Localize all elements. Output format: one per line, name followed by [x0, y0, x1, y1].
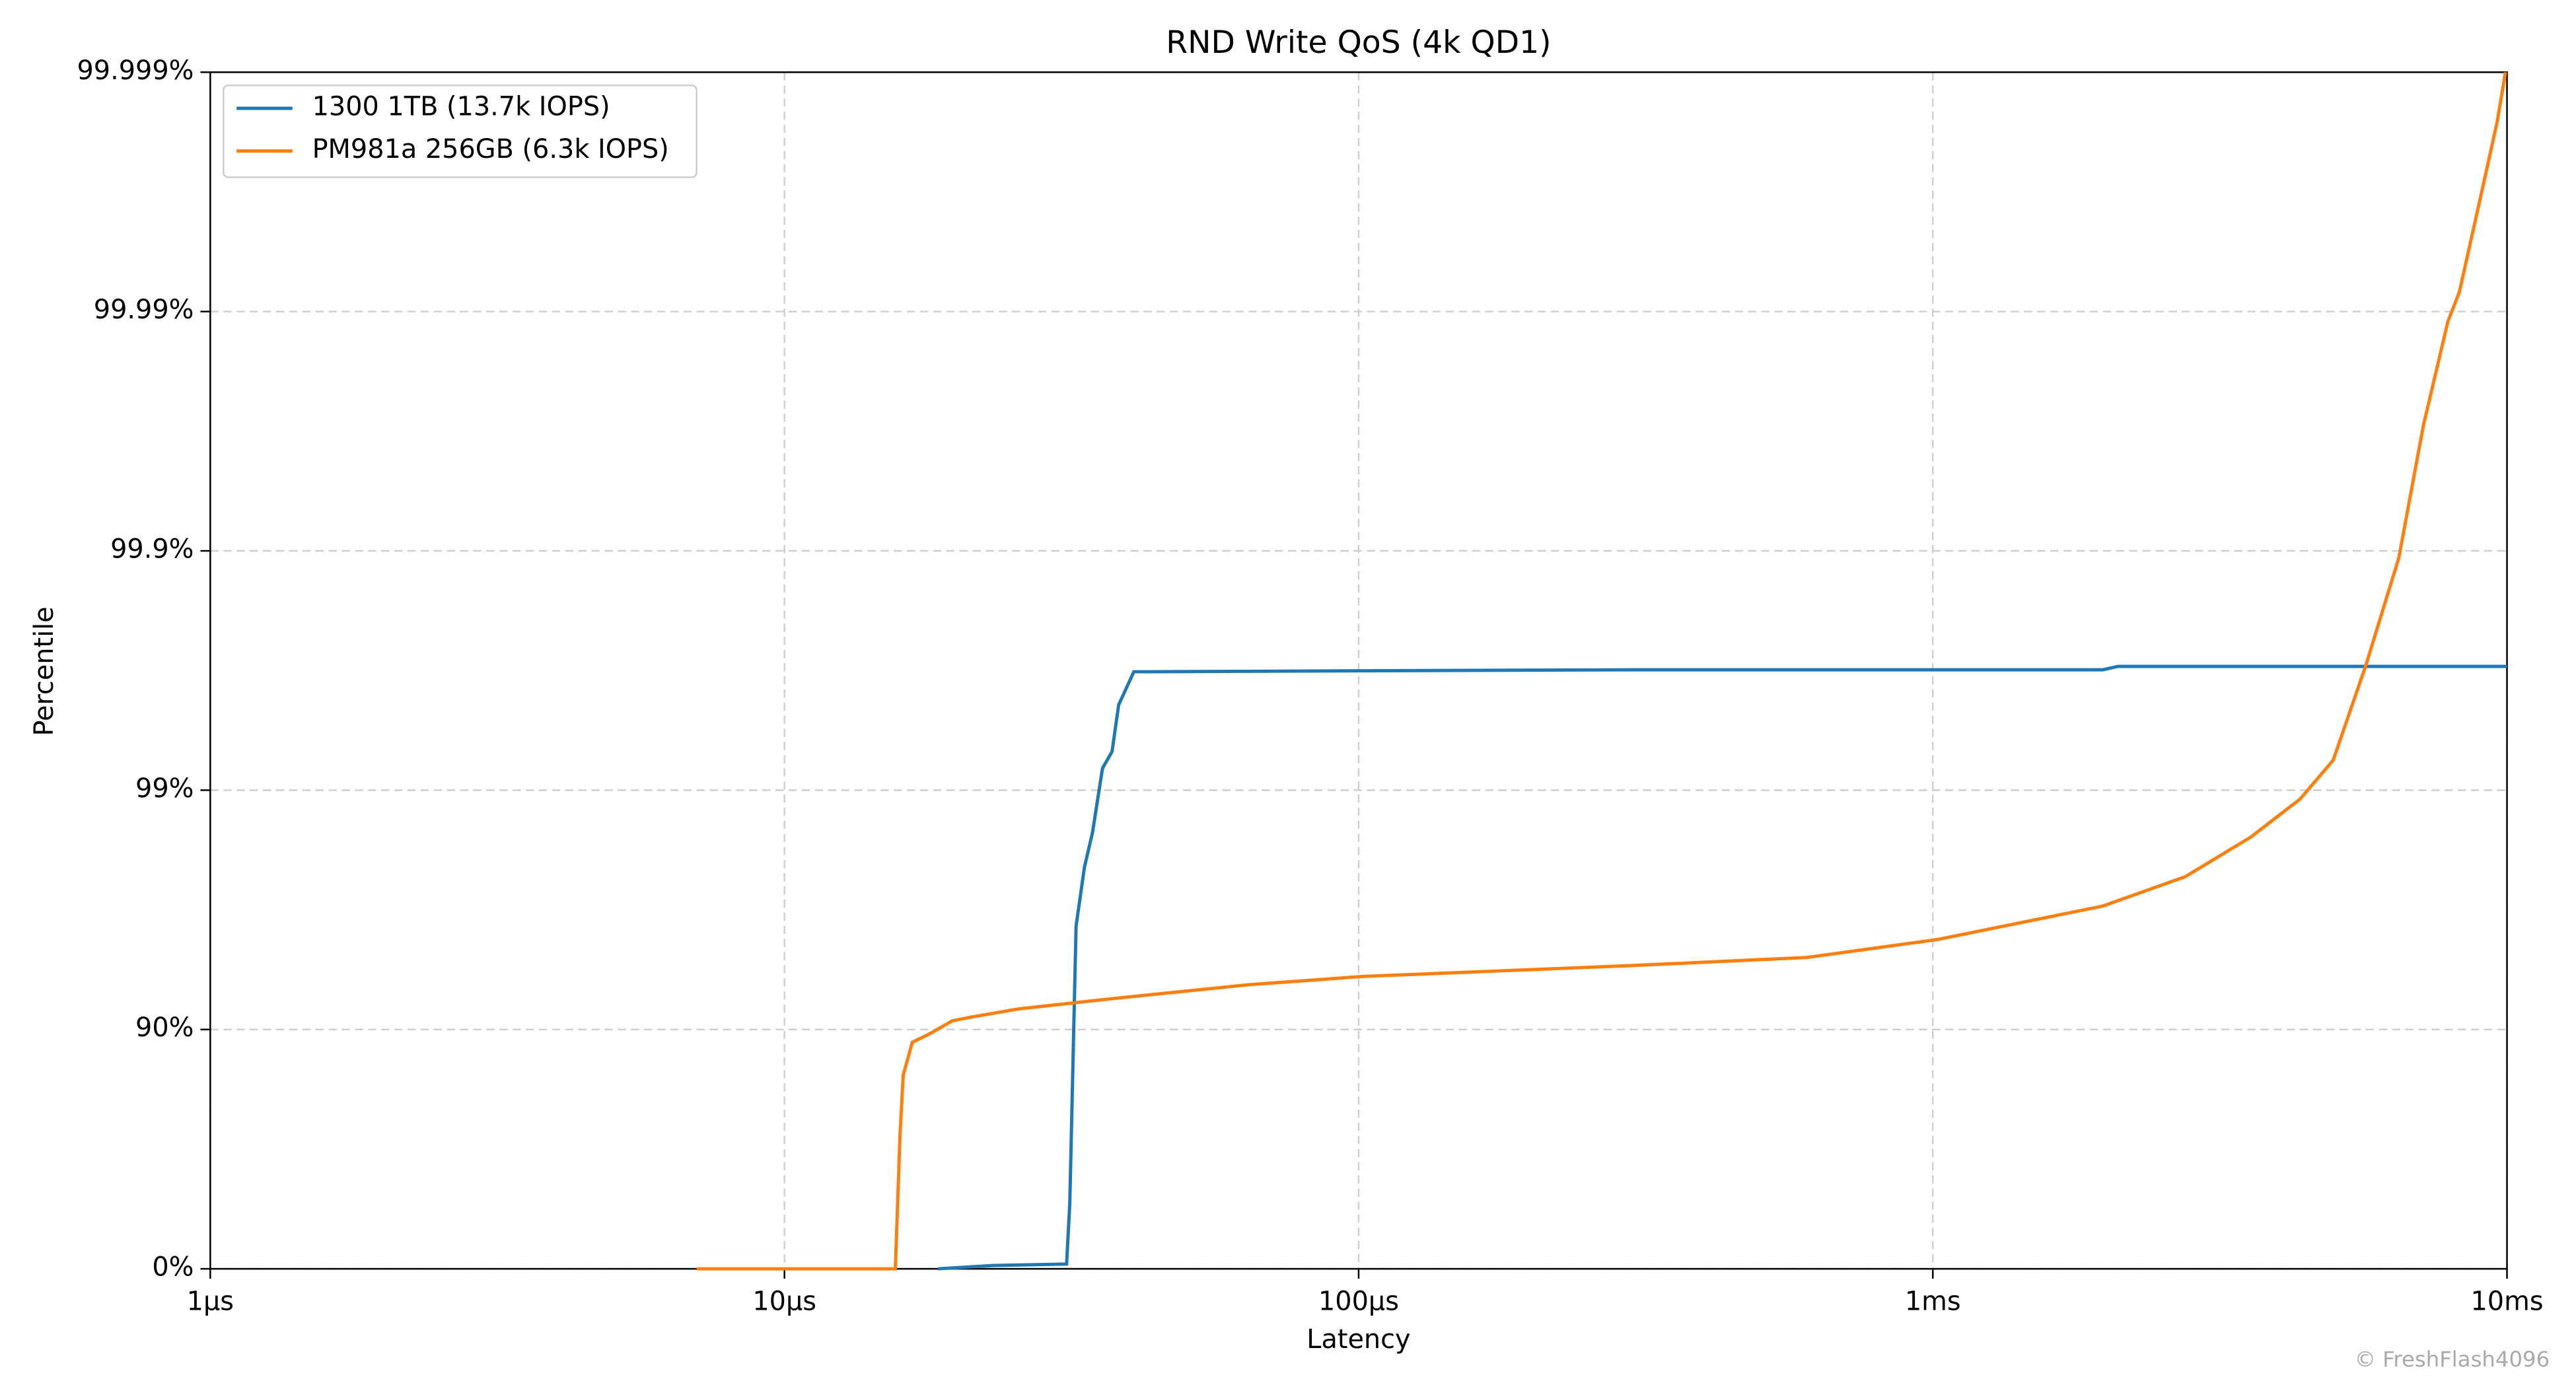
- y-tick-label: 99.9%: [110, 534, 194, 565]
- legend-label: PM981a 256GB (6.3k IOPS): [312, 134, 669, 164]
- legend: 1300 1TB (13.7k IOPS) PM981a 256GB (6.3k …: [223, 84, 698, 178]
- y-tick-label: 99.999%: [77, 55, 194, 86]
- legend-label: 1300 1TB (13.7k IOPS): [312, 92, 610, 122]
- y-tick-label: 99%: [135, 773, 194, 804]
- x-axis-label: Latency: [1306, 1324, 1410, 1355]
- y-axis-label: Percentile: [29, 606, 59, 736]
- x-tick-label: 1ms: [1905, 1287, 1961, 1317]
- x-tick-label: 10ms: [2470, 1287, 2543, 1317]
- x-tick-label: 1µs: [187, 1287, 234, 1317]
- plot-frame: [209, 71, 2508, 1270]
- chart-title: RND Write QoS (4k QD1): [1166, 24, 1551, 61]
- watermark: © FreshFlash4096: [2355, 1347, 2550, 1372]
- x-tick-label: 100µs: [1318, 1287, 1399, 1317]
- line-series: [696, 71, 2507, 1271]
- y-tick-label: 99.99%: [94, 295, 194, 325]
- line-series: [937, 664, 2507, 1271]
- y-tick-label: 0%: [152, 1252, 194, 1283]
- legend-box: [223, 84, 698, 178]
- y-tick-label: 90%: [135, 1013, 194, 1043]
- x-tick-label: 10µs: [752, 1287, 816, 1317]
